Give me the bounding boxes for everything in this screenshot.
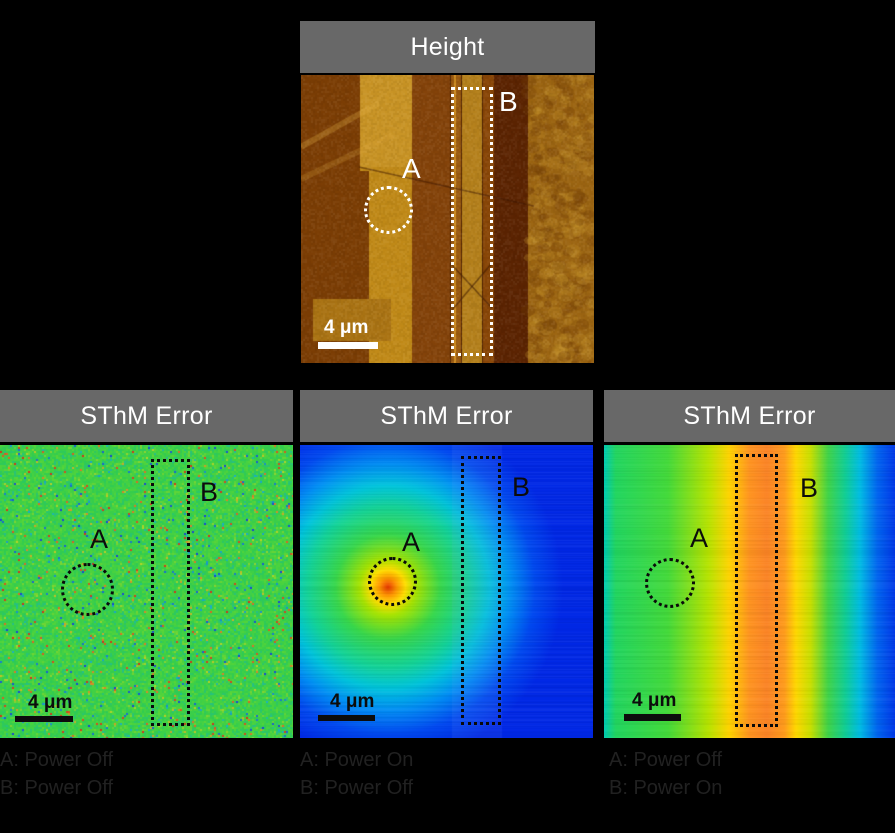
region-b-label: B	[512, 472, 531, 502]
panel-height: Height A B 4 μm	[300, 21, 595, 363]
caption-line-a: A: Power On	[300, 749, 414, 771]
region-b-rect-marker	[735, 454, 778, 727]
panel-sthm-off-on: SThM Error A B 4 μm A: Power Off B: Powe…	[604, 390, 895, 802]
scale-bar	[624, 714, 681, 721]
panel-caption: A: Power Off B: Power On	[604, 746, 895, 802]
sthm-3-image-area: A B 4 μm	[604, 445, 895, 738]
sthm-2-image-area: A B 4 μm	[300, 445, 593, 738]
region-a-circle-marker	[645, 558, 695, 608]
scale-bar-label: 4 μm	[324, 317, 369, 338]
panel-sthm-3-title: SThM Error	[683, 401, 816, 430]
sthm-error-image-hotspot	[300, 445, 593, 738]
caption-line-b: B: Power Off	[300, 777, 414, 799]
panel-sthm-on-off: SThM Error A B 4 μm A: Power On B: Power…	[300, 390, 593, 802]
panel-sthm-1-title: SThM Error	[80, 401, 213, 430]
caption-line-a: A: Power Off	[609, 749, 723, 771]
panel-height-title: Height	[410, 32, 485, 61]
panel-sthm-1-header: SThM Error	[0, 390, 293, 442]
panel-height-header: Height	[300, 21, 595, 73]
caption-line-b: B: Power Off	[0, 777, 114, 799]
panel-caption: A: Power On B: Power Off	[300, 746, 593, 802]
sthm-error-image-noise	[0, 445, 293, 738]
panel-caption: A: Power Off B: Power Off	[0, 746, 293, 802]
caption-line-a: A: Power Off	[0, 749, 114, 771]
region-a-label: A	[690, 523, 709, 553]
panel-sthm-3-header: SThM Error	[604, 390, 895, 442]
region-b-label: B	[499, 86, 518, 117]
panel-sthm-2-title: SThM Error	[380, 401, 513, 430]
scale-bar-label: 4 μm	[330, 691, 375, 712]
panel-sthm-off-off: SThM Error A B 4 μm A: Power Off B: Powe…	[0, 390, 293, 802]
region-b-label: B	[800, 473, 819, 503]
height-image-area: A B 4 μm	[300, 75, 595, 363]
region-b-rect-marker	[461, 456, 501, 725]
sthm-1-image-area: A B 4 μm	[0, 445, 293, 738]
panel-sthm-2-header: SThM Error	[300, 390, 593, 442]
scale-bar-label: 4 μm	[28, 692, 73, 713]
scale-bar	[15, 716, 73, 722]
scale-bar	[318, 342, 378, 349]
region-a-label: A	[402, 153, 421, 184]
region-b-rect-marker	[451, 87, 493, 356]
region-a-label: A	[402, 527, 421, 557]
region-a-circle-marker	[61, 563, 114, 616]
caption-line-b: B: Power On	[609, 777, 723, 799]
region-b-label: B	[200, 477, 219, 507]
region-a-circle-marker	[364, 186, 413, 234]
height-afm-image	[301, 75, 594, 363]
region-a-circle-marker	[368, 557, 417, 606]
region-b-rect-marker	[151, 459, 190, 726]
scale-bar	[318, 715, 375, 721]
scale-bar-label: 4 μm	[632, 690, 677, 711]
region-a-label: A	[90, 524, 109, 554]
